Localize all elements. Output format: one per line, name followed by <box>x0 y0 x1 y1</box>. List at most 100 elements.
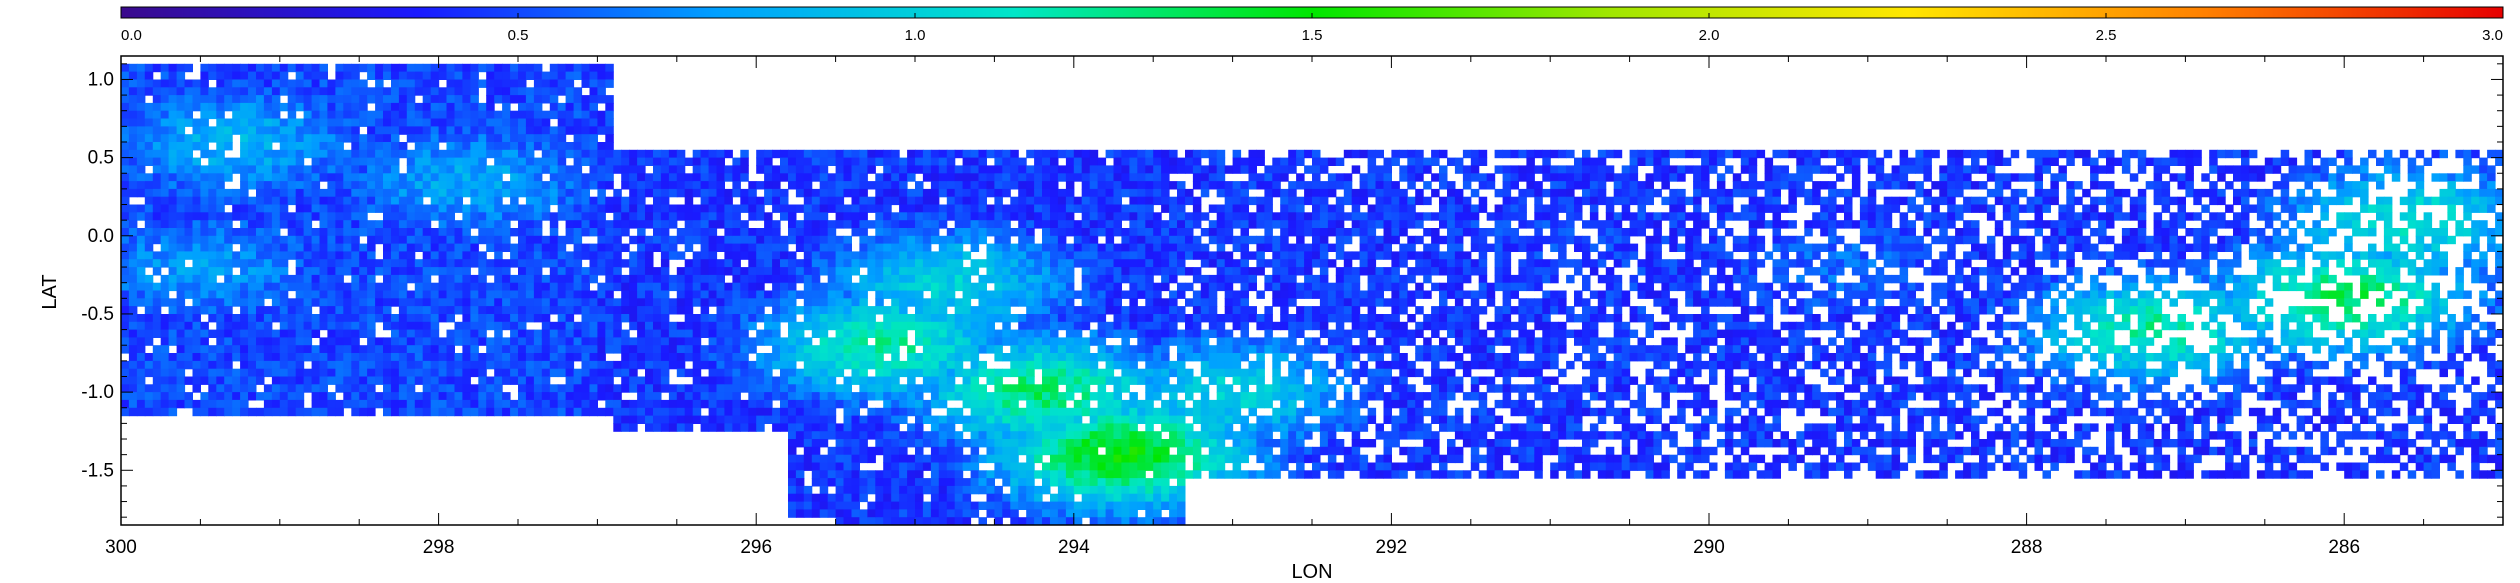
heatmap-cell <box>978 439 987 448</box>
heatmap-cell <box>716 321 725 331</box>
heatmap-cell <box>224 95 233 104</box>
heatmap-cell <box>716 157 725 166</box>
heatmap-cell <box>184 204 193 213</box>
heatmap-cell <box>144 71 154 80</box>
heatmap-cell <box>430 235 440 245</box>
heatmap-cell <box>938 439 948 448</box>
heatmap-cell <box>478 392 487 401</box>
heatmap-cell <box>168 368 178 378</box>
heatmap-cell <box>287 251 297 260</box>
heatmap-cell <box>780 251 789 260</box>
heatmap-cell <box>271 134 281 143</box>
heatmap-cell <box>835 360 845 370</box>
heatmap-cell <box>248 251 257 260</box>
heatmap-cell <box>637 407 646 417</box>
heatmap-cell <box>1057 493 1067 503</box>
heatmap-cell <box>462 314 471 323</box>
heatmap-cell <box>327 102 336 112</box>
heatmap-cell <box>541 337 551 346</box>
heatmap-cell <box>192 376 201 385</box>
heatmap-cell <box>279 337 289 346</box>
heatmap-cell <box>748 259 757 268</box>
heatmap-cell <box>486 118 495 127</box>
heatmap-cell <box>597 188 606 198</box>
heatmap-cell <box>160 384 170 393</box>
heatmap-cell <box>327 204 336 213</box>
heatmap-cell <box>954 306 964 315</box>
heatmap-cell <box>525 314 535 323</box>
heatmap-cell <box>716 188 725 198</box>
heatmap-cell <box>875 501 884 510</box>
heatmap-cell <box>152 126 162 135</box>
heatmap-cell <box>121 118 130 127</box>
heatmap-cell <box>565 376 575 385</box>
heatmap-cell <box>565 384 575 393</box>
heatmap-cell <box>613 282 622 292</box>
heatmap-cell <box>176 298 186 307</box>
heatmap-cell <box>589 360 598 370</box>
heatmap-cell <box>891 157 900 166</box>
heatmap-cell <box>271 196 281 206</box>
heatmap-cell <box>279 306 289 315</box>
heatmap-cell <box>263 384 273 393</box>
heatmap-cell <box>359 376 368 385</box>
heatmap-cell <box>692 181 702 190</box>
heatmap-cell <box>549 274 559 284</box>
heatmap-cell <box>986 188 995 198</box>
heatmap-cell <box>438 298 448 307</box>
heatmap-cell <box>136 290 146 299</box>
heatmap-cell <box>351 392 360 401</box>
heatmap-cell <box>295 267 305 276</box>
heatmap-cell <box>446 282 455 292</box>
heatmap-cell <box>986 321 995 331</box>
heatmap-cell <box>248 220 257 229</box>
heatmap-cell <box>248 360 257 370</box>
heatmap-cell <box>565 235 575 245</box>
heatmap-cell <box>216 259 225 268</box>
heatmap-cell <box>986 267 995 276</box>
heatmap-cell <box>375 298 384 307</box>
heatmap-cell <box>240 376 249 385</box>
heatmap-cell <box>525 71 535 80</box>
heatmap-cell <box>200 126 209 135</box>
heatmap-cell <box>414 173 424 182</box>
heatmap-cell <box>899 493 908 503</box>
heatmap-cell <box>883 431 892 440</box>
heatmap-cell <box>1034 274 1043 284</box>
heatmap-cell <box>319 71 328 80</box>
heatmap-cell <box>518 188 527 198</box>
heatmap-cell <box>406 329 416 338</box>
heatmap-cell <box>875 415 884 424</box>
heatmap-cell <box>208 282 217 292</box>
heatmap-cell <box>391 243 400 252</box>
heatmap-cell <box>827 446 837 456</box>
heatmap-cell <box>391 314 400 323</box>
heatmap-cell <box>422 142 432 151</box>
heatmap-cell <box>915 407 924 417</box>
heatmap-cell <box>414 267 424 276</box>
heatmap-cell <box>311 274 321 284</box>
heatmap-cell <box>1050 509 1059 518</box>
heatmap-cell <box>788 439 797 448</box>
heatmap-cell <box>915 392 924 401</box>
heatmap-cell <box>478 134 487 143</box>
heatmap-cell <box>605 251 614 260</box>
heatmap-cell <box>676 337 686 346</box>
heatmap-cell <box>764 188 773 198</box>
heatmap-cell <box>430 126 440 135</box>
heatmap-cell <box>216 102 225 112</box>
heatmap-cell <box>295 259 305 268</box>
heatmap-cell <box>565 212 575 221</box>
heatmap-cell <box>486 110 495 120</box>
heatmap-cell <box>422 368 432 378</box>
heatmap-cell <box>621 368 630 378</box>
heatmap-cell <box>653 376 662 385</box>
heatmap-cell <box>502 243 511 252</box>
heatmap-cell <box>1026 384 1035 393</box>
heatmap-cell <box>708 368 718 378</box>
heatmap-cell <box>795 267 805 276</box>
heatmap-cell <box>605 110 614 120</box>
heatmap-cell <box>740 267 749 276</box>
heatmap-cell <box>351 228 360 237</box>
heatmap-cell <box>605 196 614 206</box>
